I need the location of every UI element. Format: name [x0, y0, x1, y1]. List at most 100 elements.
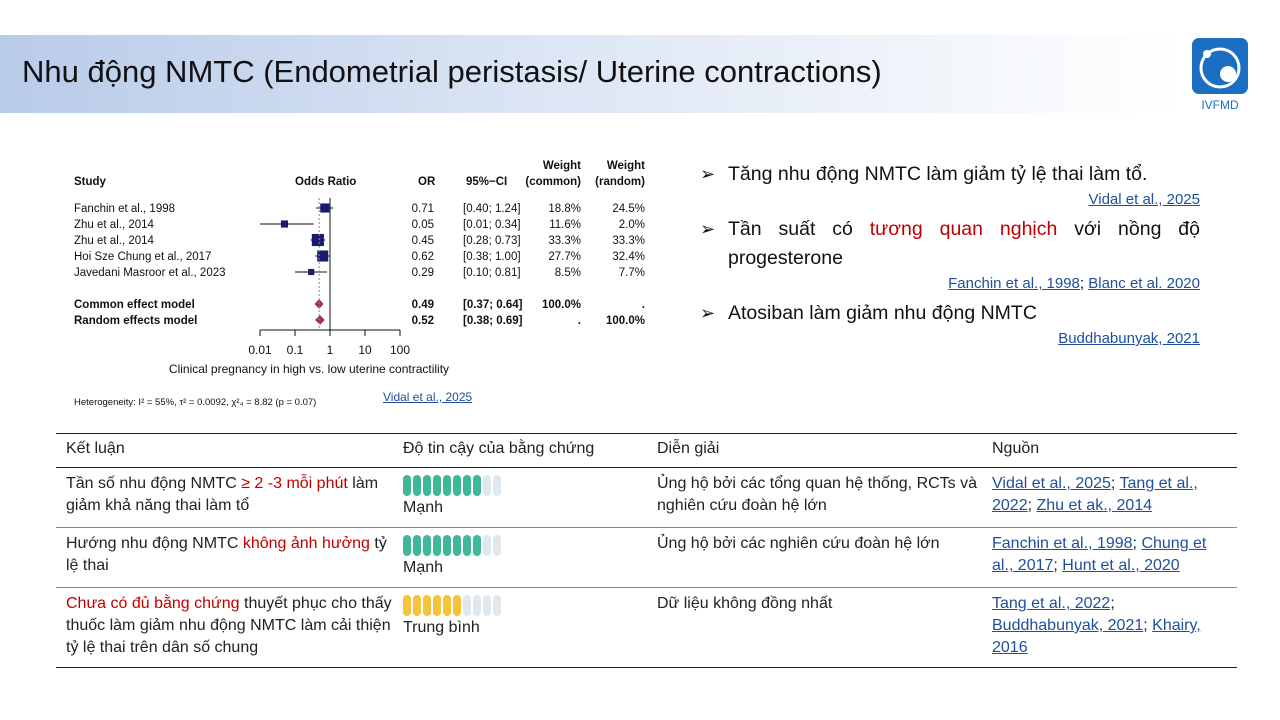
meter-segment-filled — [443, 535, 451, 556]
source-link[interactable]: Hunt et al., 2020 — [1062, 557, 1180, 574]
source-link[interactable]: Fanchin et al., 1998 — [992, 535, 1133, 552]
meter-segment-filled — [423, 475, 431, 496]
study-name: Fanchin et al., 1998 — [74, 203, 175, 215]
meter-segment-filled — [403, 535, 411, 556]
source-link[interactable]: Tang et al., 2022 — [992, 595, 1111, 612]
meter-segment-filled — [443, 475, 451, 496]
meter-segment-empty — [493, 475, 501, 496]
source-link[interactable]: Vidal et al., 2025 — [992, 475, 1111, 492]
meter-segment-filled — [433, 475, 441, 496]
bullet-1: ➢ Tăng nhu động NMTC làm giảm tỷ lệ thai… — [700, 160, 1200, 189]
study-name: Javedani Masroor et al., 2023 — [74, 267, 226, 279]
study-box — [317, 250, 329, 262]
meter-segment-empty — [493, 535, 501, 556]
study-weight-random: 2.0% — [619, 219, 645, 231]
meter-segment-filled — [463, 535, 471, 556]
evidence-cell: Trung bình — [393, 587, 647, 668]
forest-axis: 0.01 0.1 1 10 100 — [248, 329, 410, 357]
bullet-3-ref-link[interactable]: Buddhabunyak, 2021 — [1058, 330, 1200, 347]
evidence-cell: Mạnh — [393, 467, 647, 528]
pooled-name: Common effect model — [74, 299, 195, 311]
logo-text: IVFMD — [1201, 98, 1239, 112]
meter-segment-filled — [413, 535, 421, 556]
meter-segment-empty — [463, 595, 471, 616]
arrow-bullet-icon: ➢ — [700, 219, 716, 239]
ref-separator: ; — [1079, 275, 1085, 292]
source-link[interactable]: Tang et al., 2022 — [992, 475, 1198, 514]
pooled-diamond — [314, 315, 325, 325]
meter-segment-empty — [483, 475, 491, 496]
col-wcommon-header-1: Weight — [543, 160, 581, 172]
forest-marks — [260, 198, 334, 330]
study-ci: [0.28; 0.73] — [463, 235, 521, 247]
x-tick-label: 100 — [390, 343, 410, 357]
study-name: Zhu et al., 2014 — [74, 235, 155, 247]
x-tick-label: 0.01 — [248, 343, 272, 357]
study-ci: [0.40; 1.24] — [463, 203, 521, 215]
study-box — [311, 233, 324, 247]
meter-segment-filled — [423, 595, 431, 616]
table-row: Chưa có đủ bằng chứng thuyết phục cho th… — [56, 587, 1237, 668]
study-or: 0.71 — [412, 203, 434, 215]
col-interpretation-header: Diễn giải — [647, 433, 982, 468]
evidence-level: Trung bình — [403, 619, 480, 636]
study-or: 0.45 — [412, 235, 434, 247]
study-or: 0.05 — [412, 219, 434, 231]
conclusion-highlight: không ảnh hưởng — [242, 535, 370, 552]
source-link[interactable]: Zhu et ak., 2014 — [1036, 497, 1153, 514]
meter-segment-empty — [483, 595, 491, 616]
x-tick-label: 10 — [358, 343, 372, 357]
page-title: Nhu động NMTC (Endometrial peristasis/ U… — [22, 54, 882, 89]
meter-segment-filled — [453, 475, 461, 496]
conclusion-cell: Hướng nhu động NMTC không ảnh hưởng tỷ l… — [56, 527, 393, 588]
ivfmd-logo: IVFMD — [1192, 38, 1248, 112]
source-link[interactable]: Buddhabunyak, 2021 — [992, 617, 1144, 634]
evidence-strength-meter — [403, 535, 647, 556]
study-weight-random: 24.5% — [612, 203, 645, 215]
study-weight-common: 27.7% — [548, 251, 581, 263]
source-link[interactable]: Khairy, 2016 — [992, 617, 1201, 656]
interpretation-cell: Dữ liệu không đồng nhất — [647, 587, 982, 668]
meter-segment-empty — [483, 535, 491, 556]
study-or: 0.29 — [412, 267, 434, 279]
bullet-3: ➢ Atosiban làm giảm nhu động NMTC — [700, 299, 1200, 328]
evidence-strength-meter — [403, 475, 647, 496]
bullet-1-text: Tăng nhu động NMTC làm giảm tỷ lệ thai l… — [728, 163, 1148, 185]
col-source-header: Nguồn — [982, 433, 1237, 468]
col-ci-header: 95%−CI — [466, 176, 507, 188]
meter-segment-filled — [413, 475, 421, 496]
pooled-name: Random effects model — [74, 315, 197, 327]
bullet-2-ref-link-2[interactable]: Blanc et al. 2020 — [1088, 275, 1200, 292]
evidence-cell: Mạnh — [393, 527, 647, 588]
plot-citation-link[interactable]: Vidal et al., 2025 — [383, 390, 473, 404]
source-cell: Fanchin et al., 1998; Chung et al., 2017… — [982, 527, 1237, 588]
pooled-ci: [0.37; 0.64] — [463, 299, 523, 311]
study-box — [280, 220, 289, 228]
meter-segment-filled — [413, 595, 421, 616]
conclusion-highlight: Chưa có đủ bằng chứng — [66, 595, 240, 612]
bullet-2: ➢ Tần suất có tương quan nghịch với nồng… — [700, 215, 1200, 273]
meter-segment-empty — [493, 595, 501, 616]
col-wrandom-header-1: Weight — [607, 160, 645, 172]
meter-segment-filled — [473, 535, 481, 556]
bullet-3-text: Atosiban làm giảm nhu động NMTC — [728, 302, 1037, 324]
meter-segment-filled — [433, 595, 441, 616]
pooled-weight-random: 100.0% — [606, 315, 645, 327]
pooled-ci: [0.38; 0.69] — [463, 315, 523, 327]
x-tick-label: 1 — [327, 343, 334, 357]
bullet-2-ref-link-1[interactable]: Fanchin et al., 1998 — [948, 275, 1080, 292]
bullet-2-line-1: Tần suất có tương quan nghịch với nồng đ… — [728, 215, 1200, 244]
meter-segment-filled — [453, 535, 461, 556]
source-cell: Tang et al., 2022; Buddhabunyak, 2021; K… — [982, 587, 1237, 668]
study-weight-common: 8.5% — [555, 267, 581, 279]
study-weight-random: 7.7% — [619, 267, 645, 279]
pooled-or: 0.49 — [412, 299, 434, 311]
source-link[interactable]: Chung et al., 2017 — [992, 535, 1207, 574]
study-weight-common: 33.3% — [548, 235, 581, 247]
bullet-1-ref-link[interactable]: Vidal et al., 2025 — [1088, 191, 1200, 208]
bullet-2-text-a: Tần suất có — [728, 218, 853, 240]
conclusion-cell: Tần số nhu động NMTC ≥ 2 -3 mỗi phút làm… — [56, 467, 393, 528]
meter-segment-filled — [423, 535, 431, 556]
col-evidence-header: Độ tin cậy của bằng chứng — [393, 433, 647, 468]
study-name: Hoi Sze Chung et al., 2017 — [74, 251, 211, 263]
